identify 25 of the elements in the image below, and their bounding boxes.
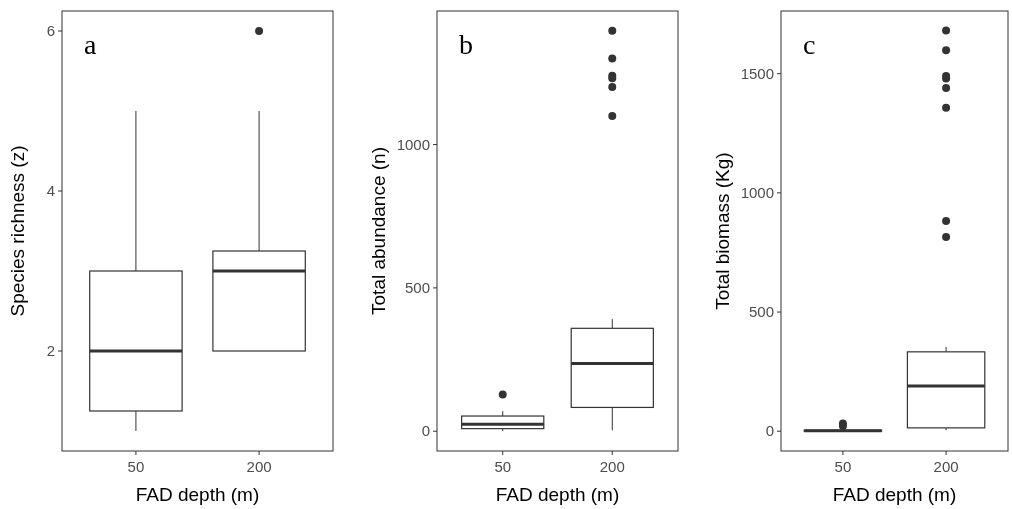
x-tick-label: 200 — [933, 458, 959, 475]
annotation: c — [803, 29, 816, 60]
y-tick-label: 1000 — [396, 135, 430, 153]
y-axis-title: Species richness (z) — [7, 145, 28, 317]
y-tick-label: 2 — [46, 342, 55, 360]
x-tick-label: 50 — [494, 458, 512, 475]
y-tick-label: 500 — [748, 303, 774, 321]
y-tick-label: 1000 — [740, 184, 774, 202]
y-tick-label: 500 — [404, 279, 430, 297]
x-axis-title: FAD depth (m) — [495, 484, 620, 505]
x-axis-title: FAD depth (m) — [135, 484, 260, 505]
x-tick-label: 200 — [246, 458, 272, 475]
y-tick-label: 0 — [765, 422, 774, 440]
y-tick-label: 6 — [46, 22, 55, 40]
x-axis-title: FAD depth (m) — [832, 484, 957, 505]
annotation: a — [84, 29, 97, 60]
y-axis-title: Total biomass (Kg) — [712, 152, 733, 310]
annotation: b — [459, 29, 473, 60]
x-tick-label: 200 — [599, 458, 625, 475]
x-tick-label: 50 — [834, 458, 852, 475]
x-tick-label: 50 — [127, 458, 145, 475]
y-tick-label: 1500 — [740, 64, 774, 82]
y-tick-label: 4 — [46, 182, 55, 200]
y-axis-title: Total abundance (n) — [368, 147, 389, 315]
y-tick-label: 0 — [421, 422, 430, 440]
